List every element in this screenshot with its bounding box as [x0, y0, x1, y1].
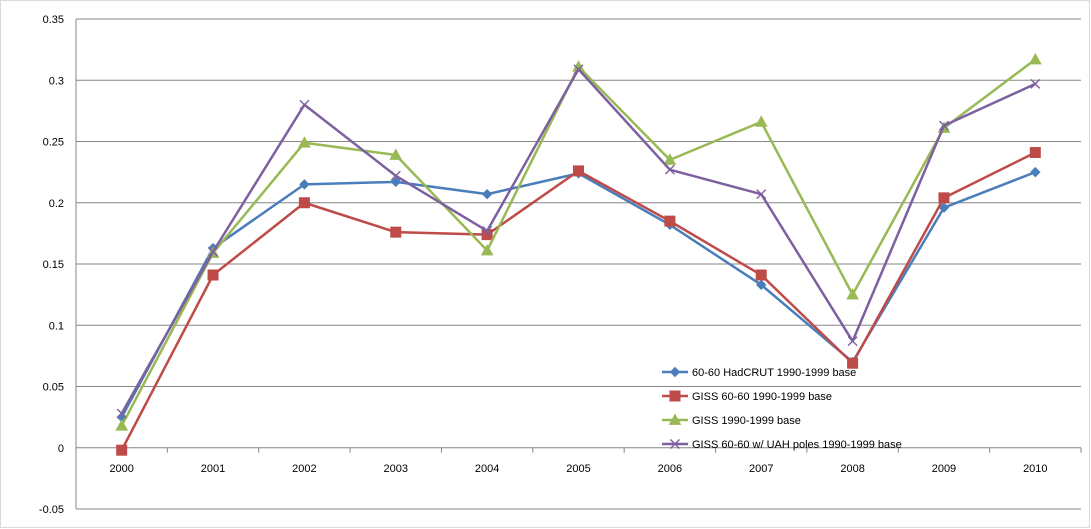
x-tick-label: 2004	[475, 463, 499, 475]
data-point	[846, 288, 859, 300]
y-tick-label: 0.05	[43, 382, 64, 394]
series-4	[116, 64, 1041, 419]
data-point	[299, 99, 310, 110]
data-point	[482, 225, 493, 236]
x-tick-label: 2005	[566, 463, 590, 475]
data-point	[664, 164, 675, 175]
legend-item: 60-60 HadCRUT 1990-1999 base	[662, 366, 856, 379]
data-point	[298, 136, 311, 148]
data-point	[847, 357, 859, 369]
y-tick-label: 0.2	[49, 198, 64, 210]
data-point	[390, 170, 401, 181]
data-point	[480, 243, 494, 256]
x-tick-label: 2009	[932, 463, 956, 475]
x-tick-label: 2008	[840, 463, 864, 475]
data-point	[938, 120, 949, 131]
data-point	[755, 269, 767, 281]
x-tick-label: 2010	[1023, 463, 1047, 475]
data-point	[390, 176, 401, 188]
legend-label: GISS 60-60 w/ UAH poles 1990-1999 base	[692, 439, 902, 451]
legend-marker	[670, 439, 680, 449]
data-point	[115, 419, 129, 431]
x-tick-label: 2003	[384, 463, 408, 475]
x-tick-label: 2000	[109, 463, 133, 475]
data-point	[754, 115, 768, 127]
legend-label: 60-60 HadCRUT 1990-1999 base	[692, 367, 856, 379]
y-tick-label: 0	[58, 443, 64, 455]
data-point	[299, 179, 310, 190]
data-point	[756, 279, 767, 291]
data-point	[664, 215, 676, 227]
y-tick-label: 0.35	[43, 14, 64, 26]
data-point	[481, 188, 493, 200]
data-point	[663, 153, 677, 165]
data-point	[207, 269, 219, 281]
x-tick-label: 2002	[292, 463, 316, 475]
data-point	[1029, 147, 1041, 159]
legend-item: GISS 60-60 w/ UAH poles 1990-1999 base	[662, 439, 902, 451]
data-point	[298, 197, 310, 209]
data-point	[938, 202, 950, 213]
axes: -0.05 0 0.05 0.1 0.15 0.2 0.25 0.3 0.35 2000 2001 2…	[39, 14, 1082, 516]
data-point	[116, 408, 127, 419]
y-tick-label: 0.3	[49, 75, 64, 87]
x-tick-label: 2006	[658, 463, 682, 475]
data-point	[208, 246, 219, 257]
data-point	[573, 165, 584, 177]
data-point	[573, 64, 584, 75]
data-point	[1030, 166, 1041, 178]
legend-label: GISS 60-60 1990-1999 base	[692, 391, 832, 403]
series-group	[115, 52, 1042, 456]
data-point	[1028, 52, 1042, 65]
legend-item: GISS 1990-1999 base	[662, 413, 801, 427]
y-tick-label: 0.25	[43, 137, 64, 149]
x-tick-label: 2007	[749, 463, 773, 475]
legend-item: GISS 60-60 1990-1999 base	[662, 390, 832, 403]
data-point	[390, 226, 402, 238]
legend-marker	[669, 390, 681, 402]
data-point	[847, 336, 858, 347]
legend: 60-60 HadCRUT 1990-1999 base GISS 60-60 1…	[662, 366, 902, 451]
legend-marker	[668, 413, 682, 425]
legend-label: GISS 1990-1999 base	[692, 415, 801, 427]
data-point	[116, 444, 128, 456]
y-tick-label: 0.1	[49, 320, 64, 332]
series-3	[115, 52, 1042, 431]
x-tick-label: 2001	[201, 463, 225, 475]
series-2	[116, 147, 1041, 456]
data-point	[756, 189, 767, 200]
data-point	[389, 148, 403, 160]
y-tick-label: -0.05	[39, 504, 64, 516]
data-point	[1030, 78, 1041, 89]
legend-marker	[669, 366, 681, 378]
y-tick-label: 0.15	[43, 259, 64, 271]
data-point	[938, 192, 950, 204]
